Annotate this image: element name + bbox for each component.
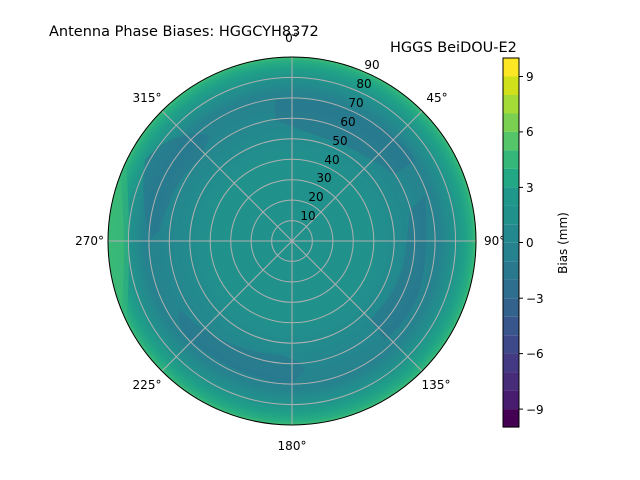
svg-text:80: 80 (356, 77, 371, 91)
svg-text:225°: 225° (133, 378, 162, 392)
colorbar-label: Bias (mm) (556, 212, 570, 274)
svg-text:−6: −6 (526, 347, 544, 361)
svg-text:20: 20 (308, 190, 323, 204)
svg-text:270°: 270° (75, 234, 104, 248)
radial-tick-labels: 10 20 30 40 50 60 70 80 90 (300, 58, 379, 223)
svg-text:3: 3 (526, 181, 534, 195)
svg-text:0: 0 (526, 236, 534, 250)
svg-text:45°: 45° (426, 91, 447, 105)
colorbar: 9 6 3 0 −3 −6 −9 Bias (mm) (502, 57, 570, 428)
svg-text:90°: 90° (484, 234, 505, 248)
svg-text:90: 90 (364, 58, 379, 72)
svg-text:40: 40 (324, 153, 339, 167)
angle-tick-labels: 0° 45° 90° 135° 180° 225° 270° 315° (75, 31, 505, 453)
svg-text:−3: −3 (526, 292, 544, 306)
svg-text:70: 70 (348, 96, 363, 110)
angular-gridlines (108, 57, 476, 425)
svg-text:180°: 180° (278, 439, 307, 453)
svg-text:9: 9 (526, 70, 534, 84)
svg-text:315°: 315° (133, 91, 162, 105)
chart-title-station: Antenna Phase Biases: HGGCYH8372 (49, 24, 319, 40)
chart-title-system: HGGS BeiDOU-E2 (390, 40, 517, 56)
chart-title: Antenna Phase Biases: HGGCYH8372 HGGS Be… (0, 8, 640, 56)
svg-text:−9: −9 (526, 403, 544, 417)
svg-text:60: 60 (340, 115, 355, 129)
svg-text:10: 10 (300, 209, 315, 223)
svg-text:50: 50 (332, 134, 347, 148)
polar-frame (107, 56, 477, 426)
svg-text:135°: 135° (422, 378, 451, 392)
colorbar-tick-labels: 9 6 3 0 −3 −6 −9 (526, 70, 544, 417)
svg-text:6: 6 (526, 125, 534, 139)
svg-text:0°: 0° (285, 31, 299, 45)
svg-text:30: 30 (316, 171, 331, 185)
